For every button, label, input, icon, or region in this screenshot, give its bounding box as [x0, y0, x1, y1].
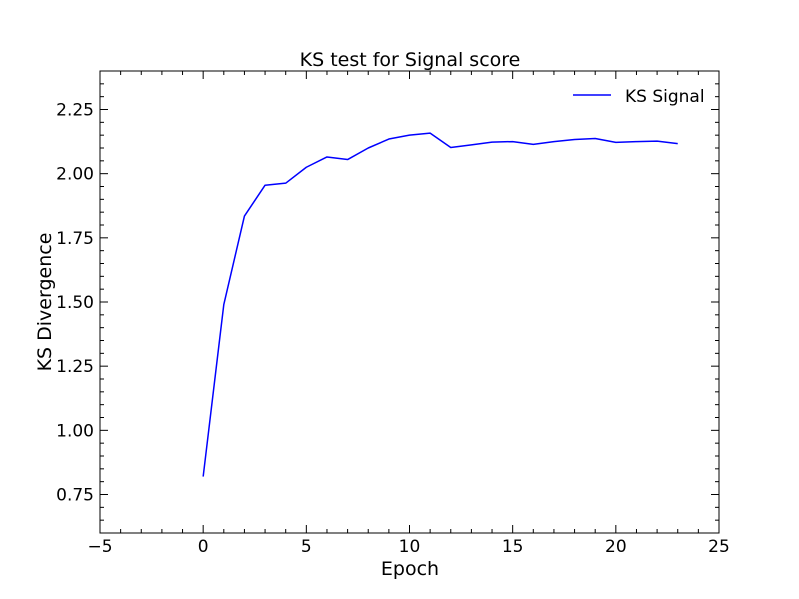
- legend: KS Signal: [573, 87, 705, 107]
- series-group: [202, 132, 678, 477]
- x-tick-label: 20: [605, 537, 627, 557]
- y-tick-label: 1.25: [56, 357, 94, 377]
- x-tick-label: 25: [708, 537, 730, 557]
- x-tick-label: 10: [399, 537, 421, 557]
- y-tick-label: 1.50: [56, 293, 94, 313]
- x-tick-label: −5: [87, 537, 112, 557]
- x-tick-label: 15: [502, 537, 524, 557]
- x-axis-label: Epoch: [381, 558, 439, 580]
- x-tick-label: 5: [301, 537, 312, 557]
- x-tick-labels: −5 0 5 10 15 20 25: [87, 537, 729, 557]
- y-tick-label: 0.75: [56, 486, 94, 506]
- y-tick-label: 1.75: [56, 229, 94, 249]
- y-tick-labels: 0.75 1.00 1.25 1.50 1.75 2.00 2.25: [56, 101, 94, 506]
- x-tick-label: 0: [198, 537, 209, 557]
- y-axis-label: KS Divergence: [34, 233, 56, 372]
- legend-label-ks-signal: KS Signal: [625, 87, 705, 107]
- chart-title: KS test for Signal score: [300, 49, 521, 71]
- series-line-ks-signal: [202, 132, 678, 477]
- y-tick-label: 2.25: [56, 101, 94, 121]
- y-tick-label: 1.00: [56, 421, 94, 441]
- plot-frame: [99, 70, 720, 534]
- minor-ticks: [100, 70, 719, 533]
- y-tick-label: 2.00: [56, 165, 94, 185]
